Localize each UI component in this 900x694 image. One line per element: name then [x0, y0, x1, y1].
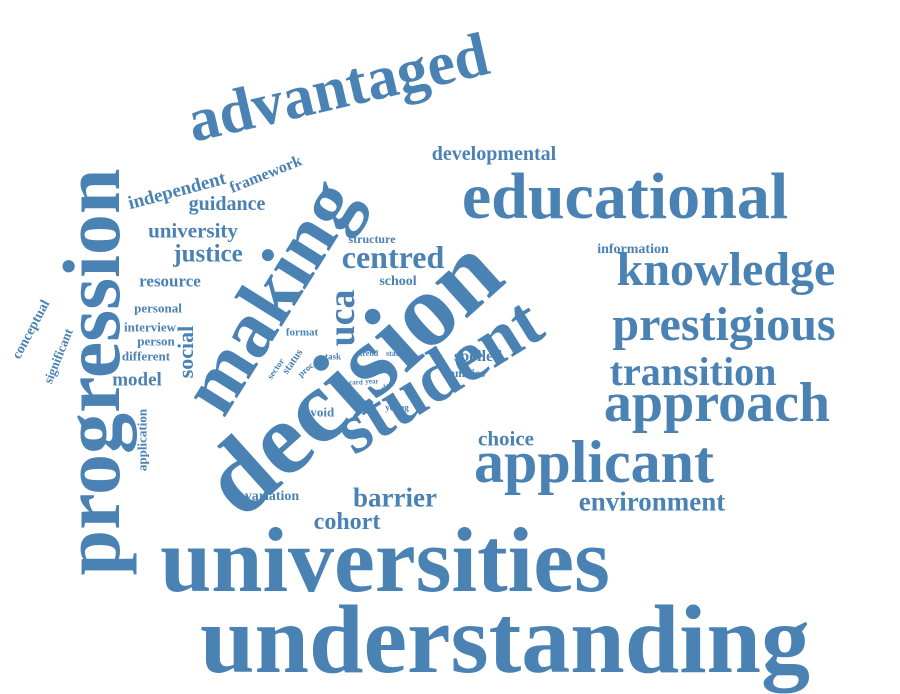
word-spoiled: spoiled — [453, 348, 503, 365]
word-advantaged: advantaged — [180, 20, 496, 156]
word-educational: educational — [461, 160, 789, 233]
word-cohort: cohort — [313, 509, 381, 535]
word-different: different — [121, 348, 171, 364]
word-model: model — [112, 369, 162, 391]
word-information: information — [597, 242, 669, 257]
word-developmental: developmental — [431, 143, 557, 165]
word-understanding: understanding — [199, 586, 811, 694]
word-variation: variation — [244, 489, 300, 504]
word-card: card — [349, 378, 363, 387]
word-interview: interview — [124, 319, 176, 335]
word-prestigious: prestigious — [612, 298, 836, 351]
word-justice: justice — [173, 240, 243, 268]
word-centred: centred — [341, 239, 445, 275]
word-university: university — [148, 218, 238, 243]
word-person: person — [137, 333, 175, 349]
word-barrier: barrier — [353, 482, 437, 513]
word-environment: environment — [578, 486, 726, 517]
word-universities: universities — [160, 509, 610, 611]
word-choice: choice — [478, 426, 534, 451]
word-school: school — [379, 274, 417, 289]
word-uca: uca — [321, 289, 363, 347]
word-personal: personal — [134, 300, 182, 316]
word-trend: trend — [359, 349, 379, 358]
word-young: young — [385, 402, 409, 413]
word-social: social — [173, 325, 198, 379]
word-resource: resource — [139, 271, 201, 291]
word-approach: approach — [603, 372, 831, 434]
word-format: format — [285, 326, 319, 339]
word-guidance: guidance — [188, 193, 266, 215]
word-year: year — [365, 377, 379, 386]
word-task: task — [324, 351, 342, 362]
word-structure: structure — [348, 232, 396, 246]
word-avoid: avoid — [303, 404, 335, 420]
word-families: families — [445, 366, 485, 380]
word-transition: transition — [609, 349, 777, 394]
word-application: application — [134, 408, 150, 472]
word-applicant: applicant — [473, 429, 715, 495]
word-knowledge: knowledge — [616, 243, 836, 296]
word-state: state — [386, 349, 402, 358]
